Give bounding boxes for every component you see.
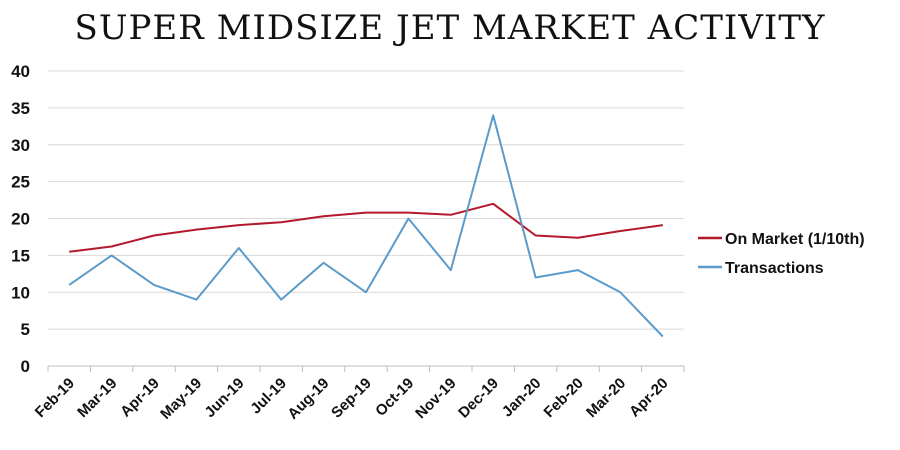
y-tick-label: 10 xyxy=(11,283,30,302)
x-tick-label: Mar-19 xyxy=(74,375,120,421)
x-tick-label: Apr-19 xyxy=(117,375,163,421)
x-tick-label: Apr-20 xyxy=(626,375,672,421)
y-tick-label: 30 xyxy=(11,136,30,155)
y-tick-label: 40 xyxy=(11,62,30,81)
x-tick-label: May-19 xyxy=(157,375,205,423)
x-tick-label: Mar-20 xyxy=(583,375,629,421)
y-tick-label: 5 xyxy=(21,320,30,339)
series-line-1 xyxy=(68,114,664,338)
y-tick-label: 35 xyxy=(11,99,30,118)
legend-label-0: On Market (1/10th) xyxy=(725,231,865,248)
legend: On Market (1/10th) Transactions xyxy=(698,231,865,277)
y-tick-label: 25 xyxy=(11,173,30,192)
x-tick-label: Nov-19 xyxy=(412,375,459,422)
y-tick-label: 20 xyxy=(11,210,30,229)
x-tick-label: Aug-19 xyxy=(284,375,332,423)
x-tick-label: Feb-19 xyxy=(32,375,78,421)
x-tick-label: Jan-20 xyxy=(499,375,545,421)
x-tick-label: Sep-19 xyxy=(328,375,375,422)
series-lines xyxy=(68,114,664,338)
axes xyxy=(47,365,685,372)
y-tick-label: 15 xyxy=(11,246,30,265)
y-axis-ticks: 0 5 10 15 20 25 30 35 40 xyxy=(11,62,30,376)
y-tick-label: 0 xyxy=(21,357,30,376)
x-tick-label: Dec-19 xyxy=(455,375,502,422)
chart-title: SUPER MIDSIZE JET MARKET ACTIVITY xyxy=(74,8,826,48)
x-tick-label: Feb-20 xyxy=(541,375,587,421)
legend-label-1: Transactions xyxy=(725,260,824,277)
x-tick-label: Oct-19 xyxy=(372,375,417,420)
series-line-0 xyxy=(69,202,663,253)
x-tick-label: Jun-19 xyxy=(201,375,247,421)
